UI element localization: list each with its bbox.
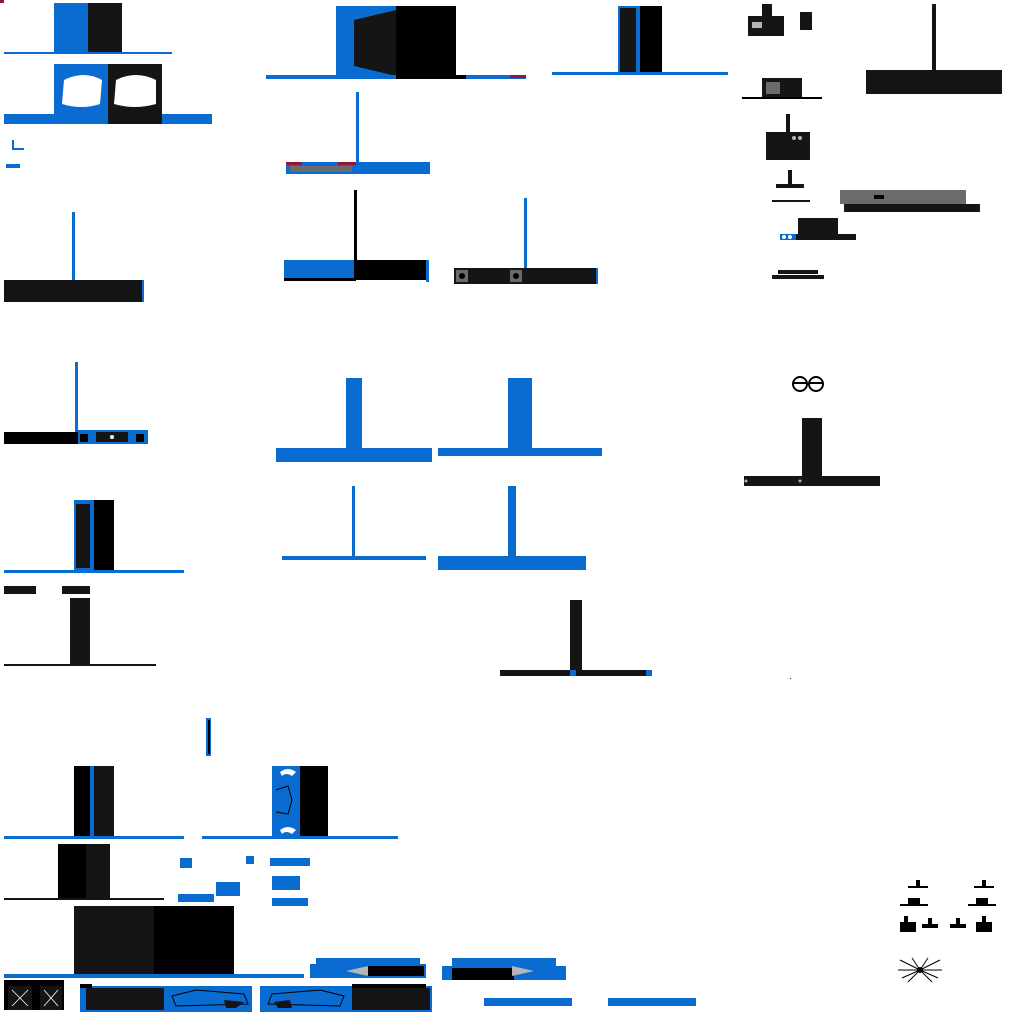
sprite-grey-bolted-slab: [454, 198, 598, 284]
sprite-dot-tiny: [790, 678, 791, 679]
sprite-open-door-large: [266, 6, 526, 79]
sprite-bar-pole-top-right: [866, 4, 1002, 94]
sprite-striped-bar: [840, 190, 980, 212]
sprite-blue-t-wide-1: [276, 378, 432, 462]
sprite-ornate-door: [202, 766, 398, 839]
sprite-fan-grilles: [4, 980, 64, 1010]
sprite-door-pair-top: [4, 3, 172, 54]
sprite-pole-connector: [4, 362, 148, 444]
sprite-stand-small: [772, 170, 810, 202]
sprite-dark-block-line: [4, 844, 164, 900]
sprite-pole-plank-red: [286, 92, 430, 174]
sprite-radio-box: [748, 4, 812, 36]
sprite-blue-scraps: [178, 856, 310, 906]
sprite-blue-t-wide-2: [438, 378, 602, 456]
sprite-black-t-mid: [500, 600, 652, 676]
sprite-wheel-pair: [792, 376, 824, 392]
sprite-arrow-bar-right: [442, 958, 566, 980]
sprite-tiny-stands: [900, 880, 996, 932]
sprite-small-bits-left: [0, 0, 24, 168]
sprite-pattern-block: [780, 218, 856, 240]
sprite-spider-burst: [898, 957, 942, 983]
sprite-black-t-right: [744, 418, 880, 486]
sprite-vehicle-side-2: [260, 984, 432, 1012]
sprite-pill-pair: [4, 586, 90, 594]
sprite-pillar-narrow: [552, 6, 728, 75]
sprite-box-on-line: [742, 78, 822, 99]
sprite-vehicle-side-1: [80, 984, 252, 1012]
sprite-arrow-bar-left: [310, 958, 426, 978]
sprite-blue-t-thin-2: [438, 486, 586, 570]
sprite-blue-strips-bottom: [484, 998, 696, 1006]
sprite-half-blue-slab: [284, 190, 429, 282]
sprite-door-on-line: [4, 500, 184, 573]
sprite-flat-slab: [772, 270, 824, 279]
sprite-window-pair: [4, 64, 212, 124]
sprite-thin-post: [206, 718, 211, 756]
sprite-locker-small: [766, 114, 810, 160]
sprite-pole-on-black-bar: [4, 212, 144, 302]
sprite-door-bottom: [4, 766, 184, 839]
sprite-dark-tower: [4, 598, 156, 666]
sprite-big-black-panel: [4, 906, 304, 978]
sprite-blue-t-thin-1: [282, 486, 426, 560]
